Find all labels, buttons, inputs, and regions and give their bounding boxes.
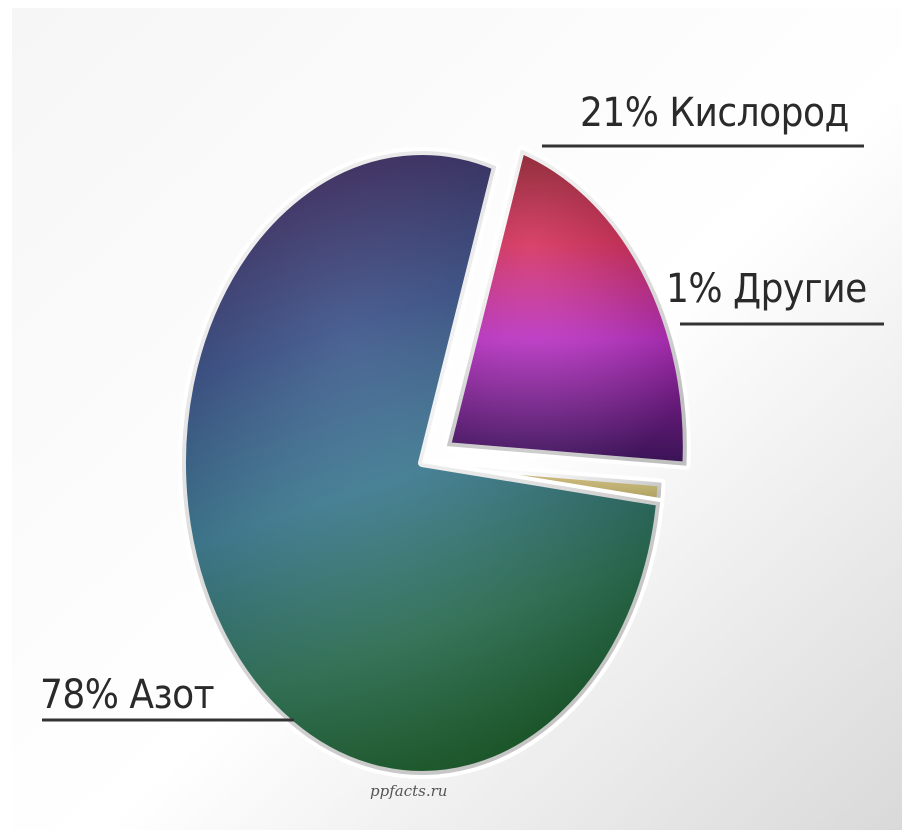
pie-slice-shading-oxygen xyxy=(446,149,687,466)
pie-slice-shading-nitrogen xyxy=(182,151,661,775)
slice-label-other: 1% Другие xyxy=(666,266,867,312)
watermark-text: ppfacts.ru xyxy=(370,782,448,800)
pie-chart: 21% Кислород 1% Другие 78% Азот ppfacts.… xyxy=(12,8,902,830)
slice-label-nitrogen: 78% Азот xyxy=(40,672,215,718)
slice-label-oxygen: 21% Кислород xyxy=(580,90,849,136)
pie-chart-canvas xyxy=(12,8,902,830)
